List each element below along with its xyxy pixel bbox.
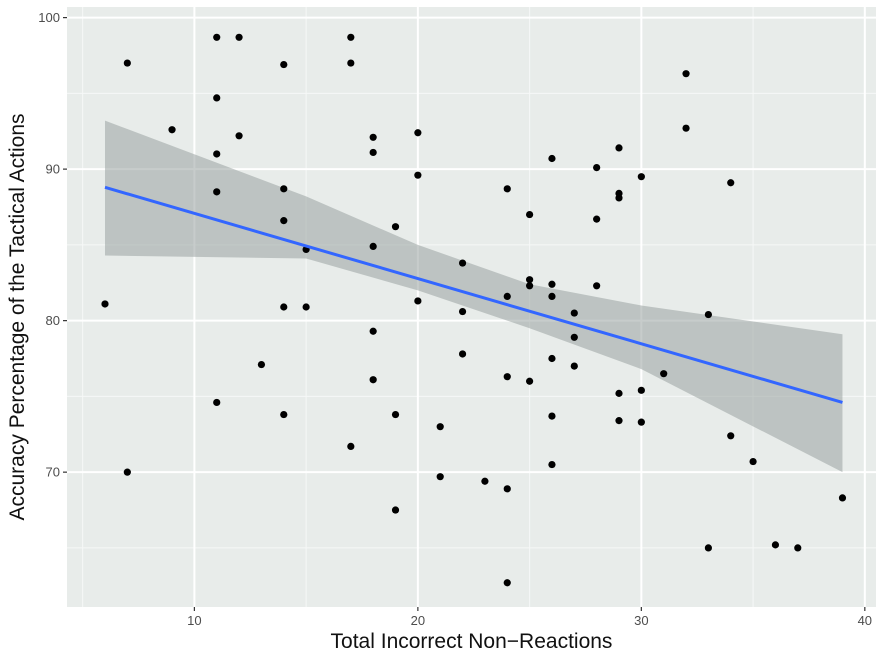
data-point: [637, 386, 645, 394]
data-point: [526, 210, 534, 219]
data-point: [123, 59, 131, 67]
data-point: [458, 259, 467, 267]
data-point: [503, 373, 511, 381]
data-point: [593, 164, 601, 172]
x-axis: 10 20 30 40: [187, 607, 872, 628]
data-point: [213, 188, 221, 196]
data-point: [369, 327, 377, 335]
data-point: [369, 242, 377, 250]
x-tick-label: 20: [411, 613, 425, 628]
data-points: [101, 33, 847, 587]
data-point: [101, 300, 109, 308]
data-point: [615, 389, 623, 397]
data-point: [436, 423, 444, 431]
data-point: [123, 468, 131, 476]
data-point: [302, 303, 310, 311]
data-point: [481, 477, 489, 485]
data-point: [369, 148, 377, 157]
data-point: [637, 173, 645, 181]
data-point: [548, 154, 556, 163]
data-point: [436, 473, 444, 481]
data-point: [369, 376, 377, 384]
data-point: [838, 494, 847, 502]
data-point: [570, 309, 578, 317]
data-point: [347, 442, 355, 450]
data-point: [682, 124, 690, 132]
data-point: [347, 33, 355, 41]
data-point: [280, 60, 288, 69]
data-point: [280, 303, 288, 311]
data-point: [235, 33, 243, 41]
x-tick-label: 40: [858, 613, 872, 628]
data-point: [503, 185, 511, 193]
data-point: [593, 215, 601, 223]
regression-line: [104, 185, 843, 404]
data-point: [526, 276, 534, 284]
x-tick-label: 30: [634, 613, 648, 628]
data-point: [637, 418, 645, 426]
data-point: [548, 354, 556, 363]
data-point: [704, 310, 712, 319]
data-point: [548, 412, 556, 420]
data-point: [503, 579, 511, 587]
data-point: [280, 217, 288, 225]
data-point: [213, 94, 221, 102]
data-point: [391, 223, 400, 231]
data-point: [213, 150, 221, 158]
data-point: [458, 307, 467, 316]
data-point: [682, 70, 690, 78]
y-axis: 70 80 90 100: [38, 10, 67, 480]
data-point: [526, 282, 534, 290]
data-point: [414, 297, 422, 305]
data-point: [213, 33, 221, 41]
data-point: [391, 506, 400, 514]
data-point: [727, 432, 735, 440]
data-point: [548, 460, 556, 469]
y-tick-label: 100: [38, 10, 60, 25]
data-point: [391, 410, 400, 419]
data-point: [168, 126, 176, 134]
y-tick-label: 90: [46, 162, 60, 177]
data-point: [548, 292, 556, 300]
data-point: [213, 398, 221, 407]
data-point: [235, 132, 243, 140]
data-point: [458, 350, 467, 358]
data-point: [749, 457, 757, 466]
y-tick-label: 70: [46, 465, 60, 480]
data-point: [503, 292, 511, 300]
data-point: [660, 370, 668, 378]
data-point: [548, 280, 556, 288]
data-point: [771, 541, 780, 549]
data-point: [369, 133, 377, 141]
data-point: [280, 410, 288, 419]
data-point: [570, 333, 578, 341]
data-point: [593, 282, 601, 290]
data-point: [414, 171, 422, 179]
data-point: [615, 144, 623, 152]
data-point: [570, 362, 578, 370]
data-point: [615, 194, 623, 202]
data-point: [794, 544, 802, 552]
data-point: [526, 377, 534, 385]
data-point: [615, 417, 623, 425]
data-point: [704, 544, 712, 552]
data-point: [503, 485, 511, 493]
data-point: [347, 59, 355, 67]
y-axis-title: Accuracy Percentage of the Tactical Acti…: [6, 113, 29, 521]
data-point: [280, 185, 288, 193]
data-point: [727, 179, 735, 187]
y-tick-label: 80: [46, 313, 60, 328]
x-tick-label: 10: [187, 613, 201, 628]
data-point: [414, 129, 422, 137]
data-point: [257, 360, 266, 369]
x-axis-title: Total Incorrect Non−Reactions: [330, 630, 613, 653]
